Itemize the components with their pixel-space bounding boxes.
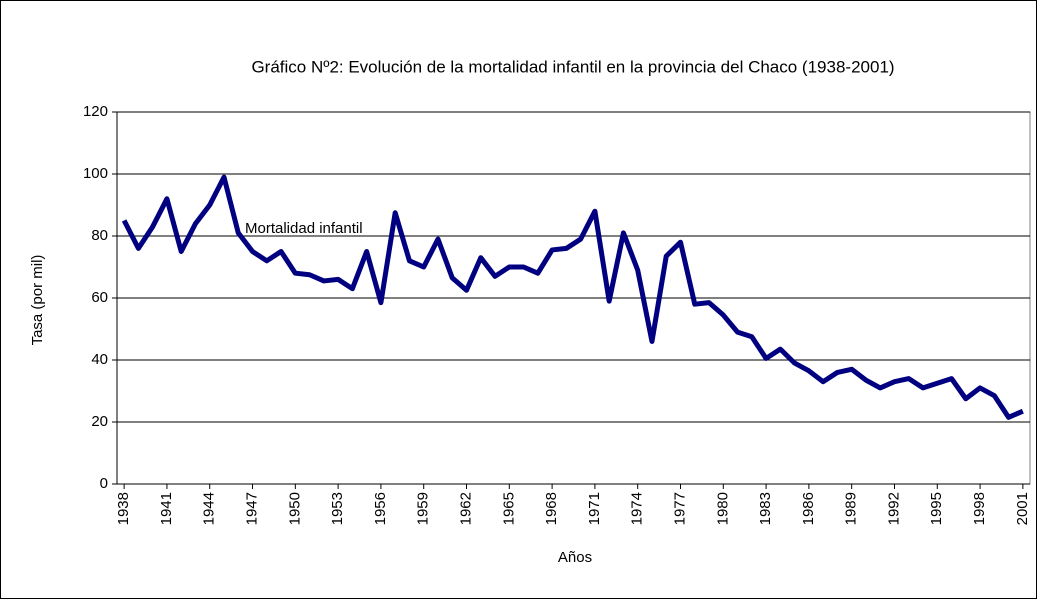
x-tick-label: 1986 [800, 492, 817, 525]
x-tick-label: 1956 [372, 492, 389, 525]
x-tick-label: 1995 [928, 492, 945, 525]
y-axis-label: Tasa (por mil) [29, 255, 46, 346]
x-tick-label: 1947 [243, 492, 260, 525]
y-tick-label: 120 [83, 103, 108, 120]
x-tick-label: 1959 [415, 492, 432, 525]
x-tick-label: 2001 [1014, 492, 1031, 525]
y-tick-label: 80 [91, 227, 108, 244]
x-tick-label: 1998 [971, 492, 988, 525]
x-tick-label: 1977 [671, 492, 688, 525]
x-tick-label: 1953 [329, 492, 346, 525]
y-tick-label: 0 [100, 475, 108, 492]
x-tick-label: 1971 [586, 492, 603, 525]
x-axis-label: Años [558, 549, 592, 566]
x-tick-label: 1950 [286, 492, 303, 525]
x-tick-label: 1983 [757, 492, 774, 525]
y-tick-label: 100 [83, 165, 108, 182]
x-tick-label: 1962 [457, 492, 474, 525]
x-tick-label: 1974 [629, 492, 646, 525]
x-tick-label: 1992 [885, 492, 902, 525]
x-tick-label: 1980 [714, 492, 731, 525]
x-tick-label: 1968 [543, 492, 560, 525]
x-tick-label: 1965 [500, 492, 517, 525]
y-tick-label: 60 [91, 289, 108, 306]
chart-title: Gráfico Nº2: Evolución de la mortalidad … [251, 57, 894, 76]
y-tick-label: 20 [91, 413, 108, 430]
x-tick-label: 1989 [843, 492, 860, 525]
series-label: Mortalidad infantil [245, 220, 363, 237]
data-line [121, 174, 1024, 420]
y-tick-label: 40 [91, 351, 108, 368]
x-tick-label: 1944 [201, 492, 218, 525]
x-tick-label: 1941 [158, 492, 175, 525]
x-tick-label: 1938 [115, 492, 132, 525]
